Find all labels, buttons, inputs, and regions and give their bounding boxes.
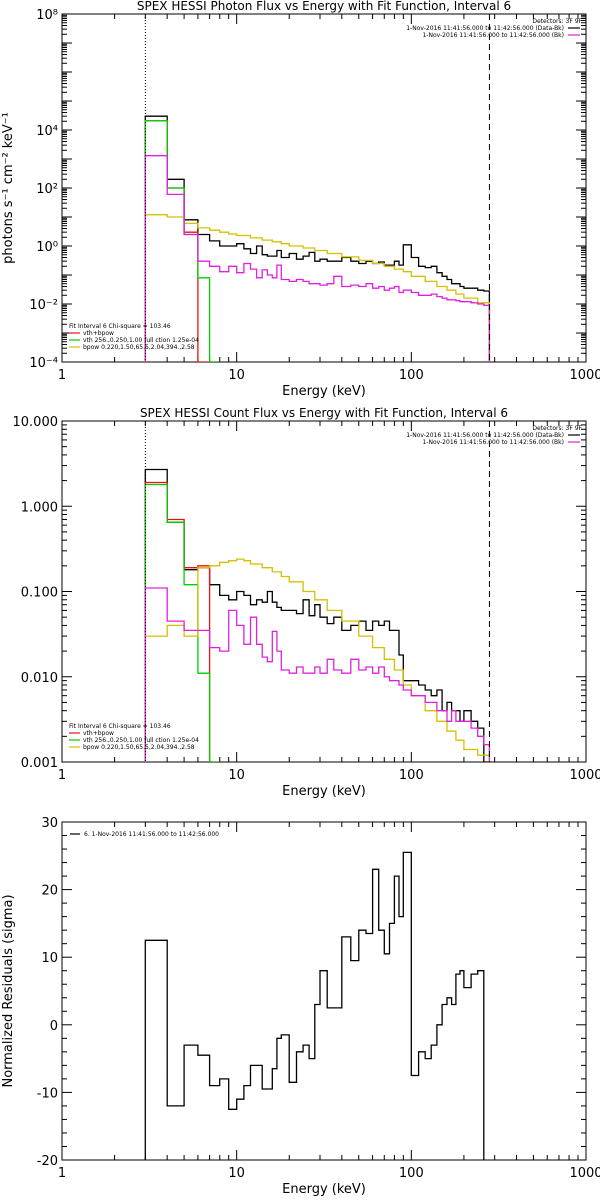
series-line-bpow — [144, 214, 491, 362]
y-tick-label: 10⁴ — [36, 124, 58, 139]
x-axis-label: Energy (keV) — [282, 384, 366, 399]
y-axis-label: photons s⁻¹ cm⁻² keV⁻¹ — [1, 112, 16, 264]
y-tick-label: -10 — [37, 1086, 58, 1101]
plot-frame — [61, 821, 587, 1161]
x-axis: 1 10 100 1000 Energy (keV) — [58, 822, 600, 1197]
x-tick-label: 100 — [399, 768, 424, 783]
series-line-bk — [144, 587, 491, 762]
legend-entry: Fit Interval 6 Chi-square = 103.46 — [69, 323, 171, 330]
y-tick-label: 20 — [41, 884, 58, 899]
legend-entry: vth+bpow — [83, 730, 114, 737]
y-tick-label: 0 — [50, 1019, 58, 1034]
x-tick-label: 100 — [399, 368, 424, 383]
chart-title: SPEX HESSI Count Flux vs Energy with Fit… — [140, 406, 508, 420]
legend-entry: bpow 0.220,1.50,65.5,2.04,394.,2.58 — [83, 744, 195, 751]
x-tick-label: 1000 — [569, 768, 600, 783]
legend-bottom-left: Fit Interval 6 Chi-square = 103.46vth+bp… — [69, 323, 199, 351]
x-tick-label: 10 — [228, 1166, 245, 1181]
legend-entry: Fit Interval 6 Chi-square = 103.46 — [69, 723, 171, 730]
x-tick-label: 1 — [58, 768, 66, 783]
y-tick-label: 0.010 — [21, 671, 58, 686]
series-line-data-bk — [144, 115, 491, 362]
x-axis: 1 10 100 1000 Energy (keV) — [58, 421, 600, 799]
y-tick-label: 0.100 — [21, 586, 58, 601]
legend-entry: 6. 1-Nov-2016 11:41:56.000 to 11:42:56.0… — [84, 831, 219, 838]
y-axis: -20 -10 0 10 20 30 Normalized Residuals (sigma… — [1, 816, 586, 1169]
legend-entry: 1-Nov-2016 11:41:56.000 to 11:42:56.000 … — [422, 439, 564, 446]
y-tick-label: 10² — [36, 182, 58, 197]
series-line-bk — [144, 155, 491, 362]
y-tick-label: 0.001 — [21, 756, 58, 771]
legend-top-right: Detectors: 3F 9F1-Nov-2016 11:41:56.000 … — [406, 18, 582, 39]
x-tick-label: 10 — [228, 368, 245, 383]
legend-entry: 1-Nov-2016 11:41:56.000 to 11:42:56.000 … — [406, 432, 564, 439]
y-tick-label: 30 — [41, 816, 58, 831]
series-line-vth+bpow — [144, 481, 220, 762]
x-tick-label: 1 — [58, 1166, 66, 1181]
y-axis: 10⁻⁴ 10⁻² 10⁰ 10² 10⁴ 10⁸ photons s⁻¹ cm⁻² keV… — [1, 8, 586, 371]
chart-panel-3: 1 10 100 1000 Energy (keV) -20 -10 0 10 20 30 Norma… — [1, 816, 600, 1197]
x-tick-label: 1000 — [569, 1166, 600, 1181]
x-tick-label: 10 — [228, 768, 245, 783]
y-tick-label: -20 — [37, 1154, 58, 1169]
y-tick-label: 10 — [41, 951, 58, 966]
plot-frame — [61, 420, 587, 763]
legend-entry: 1-Nov-2016 11:41:56.000 to 11:42:56.000 … — [422, 32, 564, 39]
x-axis-label: Energy (keV) — [282, 1182, 366, 1197]
y-tick-label: 10⁻⁴ — [29, 356, 58, 371]
legend-bottom-left: Fit Interval 6 Chi-square = 103.46vth+bp… — [69, 723, 199, 751]
legend-top-left: 6. 1-Nov-2016 11:41:56.000 to 11:42:56.0… — [70, 831, 219, 838]
chart-title: SPEX HESSI Photon Flux vs Energy with Fi… — [137, 0, 511, 13]
legend-entry: Detectors: 3F 9F — [532, 425, 582, 432]
series-line-vth — [144, 483, 220, 762]
chart-panel-2: SPEX HESSI Count Flux vs Energy with Fit… — [13, 406, 600, 799]
y-tick-label: 10⁻² — [29, 298, 58, 313]
series-line-data-bk — [144, 468, 490, 762]
series-group — [144, 851, 485, 1160]
series-line-residuals — [144, 851, 485, 1160]
legend-entry: vth 256.,0.250,1.00 full ction 1.25e-04 — [83, 337, 199, 344]
legend-entry: 1-Nov-2016 11:41:56.000 to 11:42:56.000 … — [406, 25, 564, 32]
legend-entry: vth+bpow — [83, 330, 114, 337]
plot-frame — [61, 13, 587, 363]
x-axis-label: Energy (keV) — [282, 784, 366, 799]
chart-panel-1: SPEX HESSI Photon Flux vs Energy with Fi… — [1, 0, 600, 399]
series-group — [144, 468, 491, 762]
y-axis: 0.001 0.010 0.100 1.000 10.000 — [13, 415, 586, 771]
y-tick-label: 10.000 — [13, 415, 59, 430]
y-tick-label: 1.000 — [21, 500, 58, 515]
legend-entry: bpow 0.220,1.50,65.5,2.04,394.,2.58 — [83, 344, 195, 351]
legend-top-right: Detectors: 3F 9F1-Nov-2016 11:41:56.000 … — [406, 425, 582, 446]
series-line-bpow — [144, 558, 491, 762]
y-tick-label: 10⁸ — [36, 8, 58, 23]
y-tick-label: 10⁰ — [36, 240, 58, 255]
series-group — [144, 115, 491, 362]
x-tick-label: 100 — [399, 1166, 424, 1181]
y-axis-label: Normalized Residuals (sigma) — [1, 894, 16, 1087]
x-tick-label: 1 — [58, 368, 66, 383]
legend-entry: vth 256.,0.250,1.00 full ction 1.25e-04 — [83, 737, 199, 744]
legend-entry: Detectors: 3F 9F — [532, 18, 582, 25]
x-tick-label: 1000 — [569, 368, 600, 383]
